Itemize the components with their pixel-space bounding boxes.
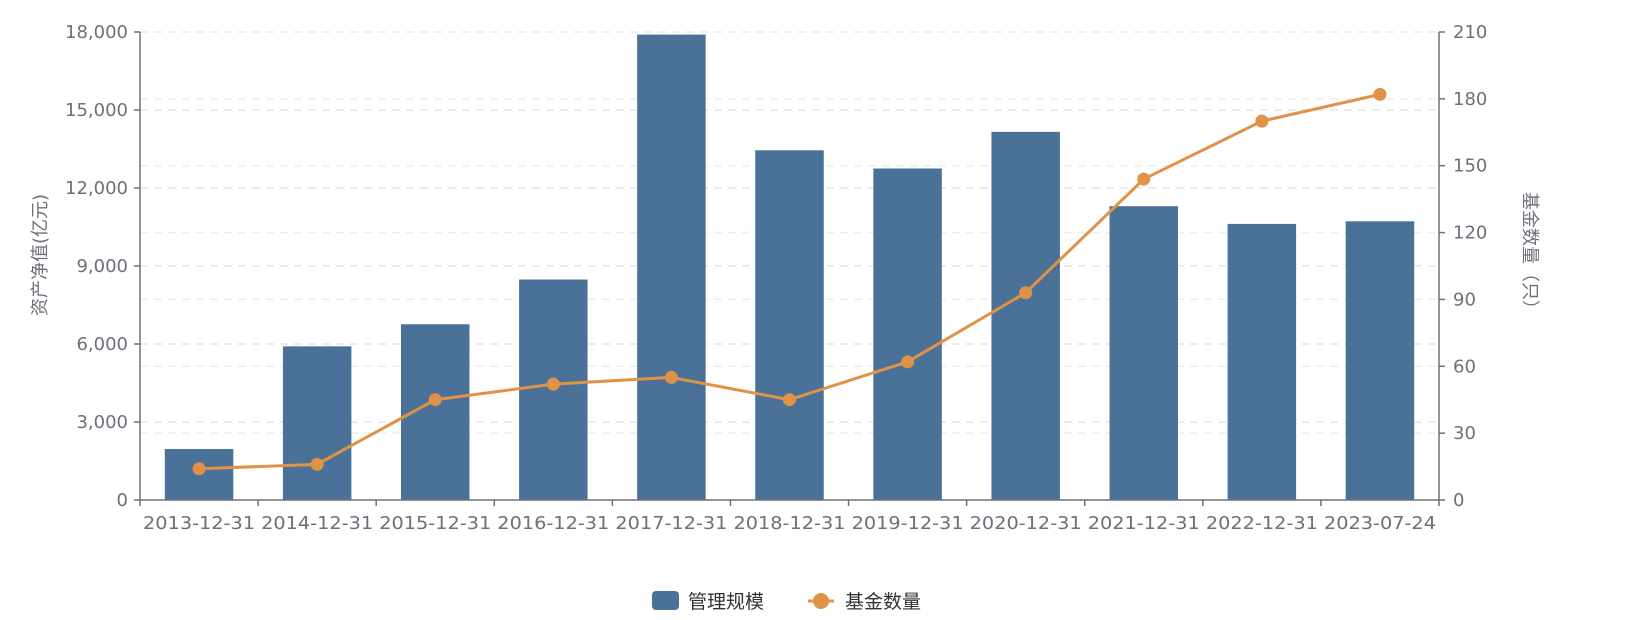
x-tick-label: 2021-12-31 [1088,513,1200,534]
bar [991,131,1060,500]
legend-line-marker [813,593,829,609]
line-point [664,370,678,384]
y2-tick-label: 60 [1453,356,1476,377]
x-tick-label: 2019-12-31 [852,513,964,534]
bar-series [164,34,1415,501]
y2-tick-label: 120 [1453,223,1487,244]
x-tick-label: 2015-12-31 [379,513,491,534]
line-series [192,87,1387,476]
line-point [901,355,915,369]
line-point [310,457,324,471]
legend-item-bar[interactable]: 管理规模 [652,591,764,613]
bar [1227,223,1297,500]
x-tick-label: 2022-12-31 [1206,513,1318,534]
y2-tick-label: 180 [1453,89,1487,110]
y-tick-label: 6,000 [76,334,128,355]
axes: 0 3,000 6,000 9,000 12,000 15,000 18,000 0 30 60 9… [65,22,1487,534]
y-tick-label: 15,000 [65,100,128,121]
legend-line-label: 基金数量 [845,591,921,613]
y2-tick-label: 150 [1453,156,1487,177]
y-tick-label: 9,000 [76,256,128,277]
y-tick-label: 18,000 [65,22,128,43]
x-tick-label: 2023-07-24 [1324,513,1436,534]
x-tick-label: 2013-12-31 [143,513,255,534]
bar [1345,221,1415,500]
x-tick-label: 2020-12-31 [970,513,1082,534]
y2-tick-label: 210 [1453,22,1487,43]
x-tick-label: 2014-12-31 [261,513,373,534]
legend-bar-swatch [652,591,679,610]
bar [282,346,352,500]
y2-tick-label: 30 [1453,423,1476,444]
bar [873,168,942,500]
legend-bar-label: 管理规模 [688,591,764,613]
x-tick-label: 2017-12-31 [615,513,727,534]
y-tick-label: 0 [117,490,128,511]
y-tick-label: 12,000 [65,178,128,199]
x-tick-label: 2018-12-31 [734,513,846,534]
line-point [428,393,442,407]
line-point [546,377,560,391]
y2-axis-title: 基金数量（只） [1519,192,1540,318]
x-tick-label: 2016-12-31 [497,513,609,534]
grid-lines [140,31,1439,434]
y-tick-label: 3,000 [76,412,128,433]
legend-item-line[interactable]: 基金数量 [808,591,921,613]
line-point [1255,114,1269,128]
line-point [1019,286,1033,300]
y-axis-title: 资产净值(亿元) [30,194,51,316]
bar [637,34,706,500]
y2-tick-label: 90 [1453,289,1476,310]
legend: 管理规模 基金数量 [652,591,921,613]
y2-tick-label: 0 [1453,490,1464,511]
line-point [1137,172,1151,186]
line-point [1373,87,1387,101]
bar [755,150,824,501]
line-point [192,462,206,476]
line-point [783,393,796,407]
bar [1109,206,1179,500]
